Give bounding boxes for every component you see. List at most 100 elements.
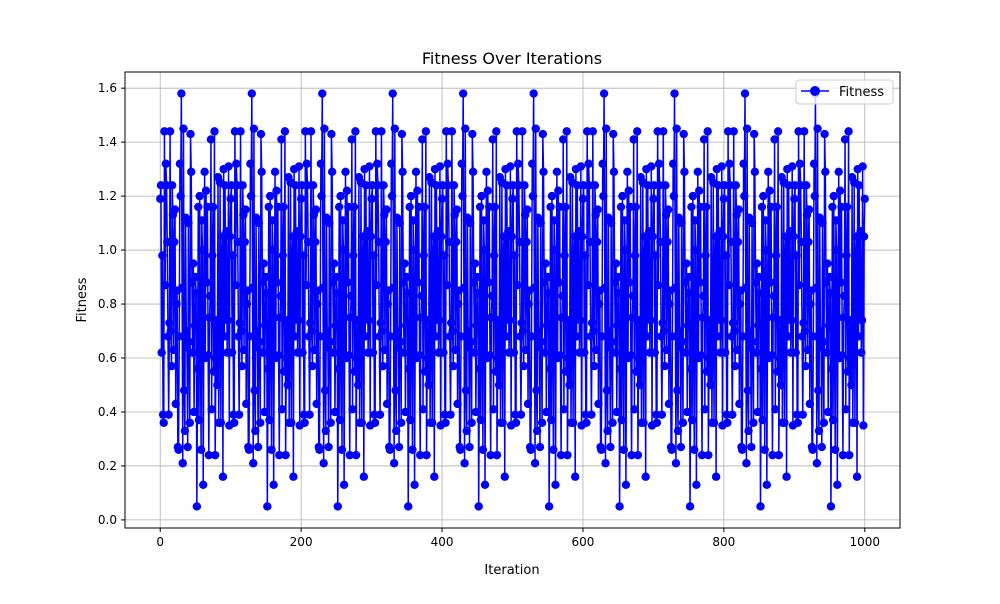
fitness-data-point (771, 251, 781, 260)
fitness-data-point (498, 418, 507, 427)
fitness-data-point (342, 186, 352, 195)
fitness-data-point (702, 367, 712, 376)
fitness-data-point (854, 332, 863, 341)
fitness-data-point (198, 245, 207, 255)
fitness-data-point (590, 181, 600, 190)
fitness-data-point (458, 89, 468, 98)
fitness-data-point (334, 202, 344, 212)
fitness-data-point (299, 251, 308, 260)
fitness-data-point (244, 445, 254, 454)
fitness-data-point (740, 89, 750, 98)
fitness-data-point (764, 167, 773, 177)
fitness-data-point (728, 318, 738, 328)
fitness-data-point (857, 348, 866, 357)
fitness-data-point (836, 278, 846, 287)
fitness-data-point (377, 127, 386, 136)
x-tick-label: 200 (290, 535, 313, 549)
fitness-data-point (332, 272, 341, 282)
fitness-data-point (306, 318, 315, 328)
fitness-data-point (513, 159, 523, 168)
fitness-data-point (850, 418, 860, 427)
fitness-data-point (280, 127, 290, 136)
fitness-data-point (859, 421, 868, 430)
fitness-data-point (654, 280, 663, 290)
fitness-data-point (228, 251, 237, 260)
fitness-data-point (520, 181, 529, 190)
fitness-data-point (768, 313, 778, 322)
fitness-data-point (831, 216, 841, 225)
fitness-data-point (367, 194, 376, 204)
fitness-data-point (391, 386, 400, 395)
fitness-data-point (536, 218, 545, 228)
fitness-data-point (518, 326, 528, 336)
fitness-data-point (671, 283, 680, 293)
fitness-data-point (832, 245, 841, 255)
fitness-data-point (557, 313, 567, 322)
fitness-data-point (830, 329, 839, 338)
fitness-data-point (607, 337, 617, 347)
fitness-data-point (257, 167, 266, 177)
fitness-data-point (195, 191, 204, 201)
fitness-data-point (663, 237, 672, 247)
fitness-data-point (559, 405, 569, 414)
fitness-data-point (377, 326, 387, 336)
fitness-data-point (804, 205, 814, 214)
fitness-data-point (410, 480, 419, 490)
fitness-data-point (697, 351, 706, 360)
fitness-data-point (242, 299, 252, 309)
fitness-data-point (597, 332, 607, 341)
fitness-data-point (594, 399, 603, 409)
fitness-data-point (756, 502, 765, 511)
fitness-data-point (505, 316, 514, 325)
fitness-data-point (700, 405, 710, 414)
fitness-data-point (168, 181, 177, 190)
fitness-data-point (782, 472, 791, 481)
fitness-data-point (565, 380, 574, 390)
fitness-data-point (407, 329, 416, 338)
fitness-data-point (614, 289, 624, 298)
legend-marker-swatch (810, 86, 820, 96)
fitness-data-point (560, 251, 569, 260)
fitness-data-point (747, 442, 756, 452)
fitness-data-point (265, 191, 275, 201)
fitness-data-point (218, 472, 228, 481)
fitness-data-point (163, 237, 172, 247)
fitness-data-point (226, 194, 235, 204)
fitness-data-point (642, 332, 652, 341)
fitness-data-point (770, 135, 779, 144)
fitness-data-point (276, 291, 285, 301)
fitness-data-point (489, 405, 498, 414)
fitness-data-point (241, 205, 250, 214)
fitness-data-point (279, 202, 288, 212)
fitness-data-point (381, 237, 390, 247)
fitness-data-point (396, 418, 406, 427)
fitness-data-point (690, 216, 700, 225)
fitness-data-point (699, 291, 708, 301)
fitness-data-point (749, 129, 759, 139)
fitness-data-point (281, 450, 290, 460)
fitness-data-point (406, 191, 416, 201)
y-tick-label: 0.4 (98, 405, 117, 419)
fitness-data-point (619, 445, 629, 454)
fitness-data-point (758, 415, 767, 425)
fitness-data-point (237, 326, 246, 336)
fitness-data-point (157, 348, 166, 357)
fitness-data-point (307, 326, 316, 336)
fitness-data-point (611, 348, 620, 357)
fitness-data-point (232, 159, 241, 168)
fitness-data-point (437, 194, 447, 204)
fitness-data-point (373, 159, 382, 168)
fitness-data-point (599, 191, 608, 201)
fitness-data-point (509, 348, 519, 357)
fitness-data-point (160, 280, 170, 290)
fitness-data-point (227, 348, 237, 357)
fitness-data-point (237, 361, 247, 371)
fitness-data-point (376, 318, 385, 328)
fitness-data-point (335, 415, 345, 425)
fitness-data-point (409, 245, 419, 255)
fitness-data-point (730, 326, 739, 336)
fitness-data-point (729, 127, 738, 136)
fitness-data-point (184, 337, 194, 347)
fitness-data-point (468, 167, 478, 177)
fitness-data-point (554, 186, 563, 195)
